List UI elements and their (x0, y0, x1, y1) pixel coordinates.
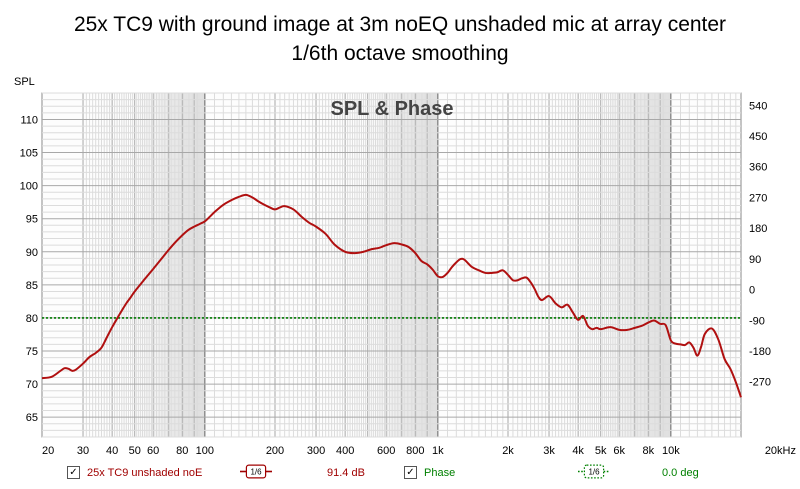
x-tick-label: 200 (266, 445, 284, 457)
plot-inner-title: SPL & Phase (330, 98, 453, 120)
x-tick-label: 2k (502, 445, 514, 457)
trace-visibility-checkbox[interactable]: ✓ (67, 466, 80, 479)
trace-name-label[interactable]: 25x TC9 unshaded noE (87, 467, 203, 479)
x-tick-label: 800 (406, 445, 424, 457)
x-tick-label: 100 (196, 445, 214, 457)
title-line-1: 25x TC9 with ground image at 3m noEQ uns… (73, 13, 727, 36)
smoothing-indicator[interactable]: 1/6 (240, 464, 272, 479)
phase-tick-label: -270 (749, 377, 771, 389)
phase-tick-label: 450 (749, 131, 767, 143)
smoothing-label: 1/6 (250, 468, 262, 477)
spl-phase-chart: 20 30 40 50 60 80 100 200 300 400 600 800 1k 2k 3k 4k 5k… (14, 76, 796, 457)
x-tick-label: 80 (176, 445, 188, 457)
x-tick-label: 400 (336, 445, 354, 457)
phase-smoothing-indicator[interactable]: 1/6 (578, 464, 610, 479)
legend-bar: ✓ 25x TC9 unshaded noE 1/6 91.4 dB ✓ Pha… (0, 462, 800, 486)
x-axis-tick-labels: 20 30 40 50 60 80 100 200 300 400 600 800 1k 2k 3k 4k 5k… (42, 445, 796, 457)
y-tick-label: 90 (26, 247, 38, 259)
x-tick-label: 3k (543, 445, 555, 457)
x-tick-label: 20kHz (765, 445, 796, 457)
phase-tick-label: 270 (749, 192, 767, 204)
x-tick-label: 5k (595, 445, 607, 457)
y-tick-label: 85 (26, 280, 38, 292)
y-tick-label: 75 (26, 346, 38, 358)
y-axis-tick-labels: 110 105 100 95 90 85 80 75 70 65 (20, 114, 38, 424)
chart-title: 25x TC9 with ground image at 3m noEQ uns… (0, 10, 800, 68)
title-line-2: 1/6th octave smoothing (291, 42, 509, 65)
phase-tick-label: 540 (749, 100, 767, 112)
x-tick-label: 1k (432, 445, 444, 457)
phase-label[interactable]: Phase (424, 467, 456, 479)
phase-smoothing-label: 1/6 (588, 468, 600, 477)
x-tick-label: 60 (147, 445, 159, 457)
y-tick-label: 105 (20, 148, 38, 160)
phase-tick-label: -90 (749, 315, 765, 327)
y-axis-label: SPL (14, 76, 35, 88)
x-tick-label: 4k (572, 445, 584, 457)
y-tick-label: 80 (26, 313, 38, 325)
phase-tick-label: 360 (749, 162, 767, 174)
spl-trace (41, 193, 742, 398)
x-tick-label: 600 (377, 445, 395, 457)
y-tick-label: 100 (20, 181, 38, 193)
y-tick-label: 70 (26, 379, 38, 391)
phase-tick-label: 90 (749, 254, 761, 266)
x-tick-label: 40 (106, 445, 118, 457)
phase-axis-tick-labels: 540 450 360 270 180 90 0 -90 -180 -270 (749, 100, 771, 388)
grid (42, 92, 741, 438)
phase-tick-label: -180 (749, 346, 771, 358)
phase-visibility-checkbox[interactable]: ✓ (404, 466, 417, 479)
x-tick-label: 30 (77, 445, 89, 457)
x-tick-label: 8k (642, 445, 654, 457)
x-tick-label: 10k (662, 445, 680, 457)
phase-tick-label: 180 (749, 223, 767, 235)
phase-tick-label: 0 (749, 285, 755, 297)
spl-readout: 91.4 dB (327, 467, 365, 479)
x-tick-label: 300 (307, 445, 325, 457)
phase-readout: 0.0 deg (662, 467, 699, 479)
x-tick-label: 20 (42, 445, 54, 457)
x-tick-label: 6k (613, 445, 625, 457)
x-tick-label: 50 (129, 445, 141, 457)
y-tick-label: 110 (20, 114, 38, 126)
y-tick-label: 95 (26, 214, 38, 226)
y-tick-label: 65 (26, 412, 38, 424)
